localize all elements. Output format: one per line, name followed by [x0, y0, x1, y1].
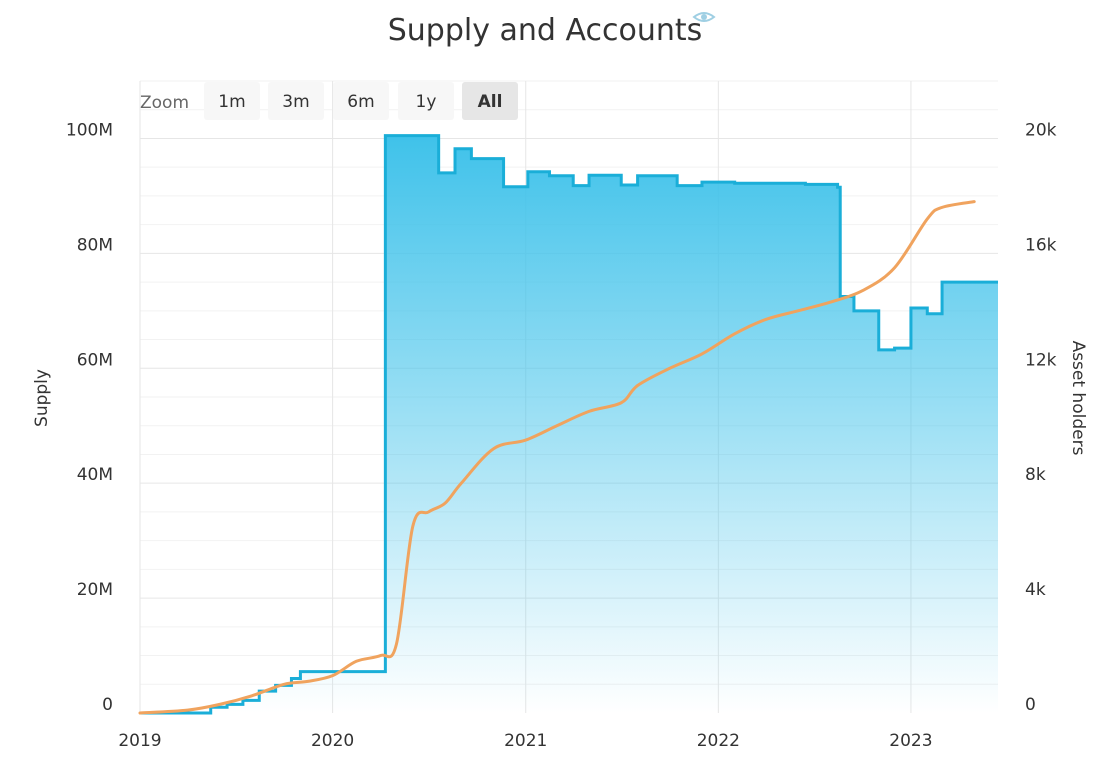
x-tick-label: 2019 [118, 731, 161, 751]
y-axis-left: 0 20M 40M 60M 80M 100M [66, 120, 113, 715]
x-tick-label: 2022 [697, 731, 740, 751]
x-tick-label: 2023 [889, 731, 932, 751]
zoom-button-bg [333, 82, 389, 120]
y2-tick-label: 20k [1025, 120, 1057, 140]
eye-icon[interactable] [692, 12, 716, 22]
zoom-button-label: All [478, 92, 503, 112]
zoom-button-1m[interactable]: 1m [204, 82, 260, 120]
x-axis: 2019 2020 2021 2022 2023 [118, 731, 932, 751]
zoom-button-bg [204, 82, 260, 120]
zoom-button-bg [462, 82, 518, 120]
y2-tick-label: 12k [1025, 350, 1057, 370]
y-axis-right: 0 4k 8k 12k 16k 20k [1025, 120, 1057, 715]
zoom-button-bg [398, 82, 454, 120]
zoom-button-label: 6m [347, 92, 374, 112]
y-tick-label: 40M [77, 465, 113, 485]
zoom-button-bg [268, 82, 324, 120]
chart-title: Supply and Accounts [388, 13, 703, 48]
supply-area [140, 135, 998, 714]
zoom-button-1y[interactable]: 1y [398, 82, 454, 120]
y-tick-label: 60M [77, 350, 113, 370]
zoom-button-label: 1m [218, 92, 245, 112]
y-axis-left-title: Supply [32, 369, 52, 427]
y-tick-label: 100M [66, 120, 113, 140]
y-axis-right-title: Asset holders [1068, 341, 1088, 456]
zoom-label: Zoom [140, 93, 189, 113]
x-tick-label: 2021 [504, 731, 547, 751]
y2-tick-label: 0 [1025, 695, 1036, 715]
y2-tick-label: 4k [1025, 580, 1046, 600]
y-tick-label: 0 [102, 695, 113, 715]
zoom-button-label: 3m [282, 92, 309, 112]
y2-tick-label: 16k [1025, 235, 1057, 255]
asset-holders-line [138, 200, 976, 715]
zoom-button-6m[interactable]: 6m [333, 82, 389, 120]
zoom-controls: Zoom 1m 3m 6m 1y All [140, 82, 518, 120]
zoom-button-label: 1y [416, 92, 437, 112]
zoom-button-all[interactable]: All [462, 82, 518, 120]
y-tick-label: 20M [77, 580, 113, 600]
y-tick-label: 80M [77, 235, 113, 255]
zoom-button-3m[interactable]: 3m [268, 82, 324, 120]
y2-tick-label: 8k [1025, 465, 1046, 485]
x-tick-label: 2020 [311, 731, 354, 751]
asset-holders-series [138, 200, 976, 715]
